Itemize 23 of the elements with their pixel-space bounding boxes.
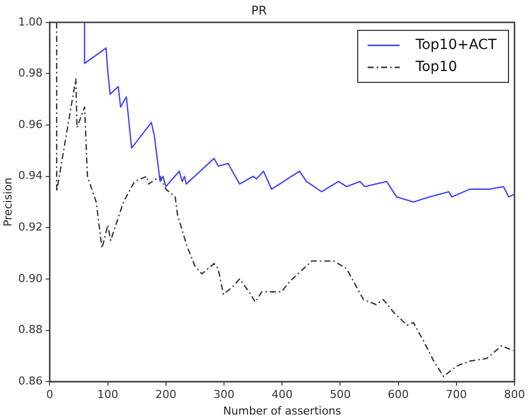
y-tick-label: 1.00 (18, 15, 43, 28)
legend-label: Top10 (414, 59, 458, 76)
x-tick-label: 400 (272, 388, 293, 402)
chart-title: PR (251, 3, 267, 18)
x-tick-label: 0 (46, 388, 54, 402)
y-tick-label: 0.92 (18, 220, 43, 234)
x-axis-title: Number of assertions (223, 404, 342, 418)
x-tick-label: 200 (155, 388, 176, 402)
x-tick-label: 500 (330, 388, 351, 402)
line-series (56, 22, 514, 378)
y-axis-title: Precision (1, 177, 14, 227)
y-tick-label: 0.86 (18, 374, 43, 388)
y-tick-label: 0.94 (18, 169, 43, 182)
legend-label: Top10+ACT (414, 37, 497, 54)
y-tick-label: 0.98 (18, 66, 43, 80)
x-tick-label: 300 (213, 388, 234, 402)
x-tick-label: 800 (504, 388, 525, 402)
x-tick-label: 700 (446, 388, 467, 402)
y-tick-label: 0.96 (18, 118, 43, 131)
x-tick-label: 600 (388, 388, 409, 402)
y-tick-label: 0.90 (18, 272, 43, 285)
x-tick-label: 100 (97, 388, 118, 402)
y-tick-label: 0.88 (18, 323, 43, 336)
